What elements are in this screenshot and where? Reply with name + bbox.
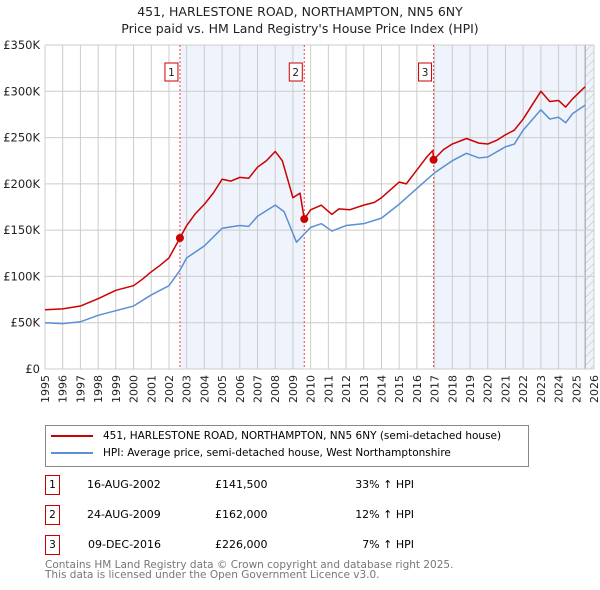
sale-row: 3 09-DEC-2016 £226,000 7% ↑ HPI (45, 535, 445, 555)
sale-number: 3 (45, 535, 60, 555)
x-tick-label: 2020 (482, 375, 495, 403)
sale-date: 09-DEC-2016 (88, 538, 162, 551)
y-tick-label: £0 (25, 362, 40, 376)
x-tick-label: 1997 (74, 375, 87, 403)
sale-row: 1 16-AUG-2002 £141,500 33% ↑ HPI (45, 475, 445, 495)
x-tick-label: 2002 (163, 375, 176, 403)
sale-date: 16-AUG-2002 (87, 478, 161, 491)
x-tick-label: 1998 (92, 375, 105, 403)
sale-number: 1 (45, 475, 60, 495)
footer: Contains HM Land Registry data © Crown c… (45, 559, 454, 581)
legend: 451, HARLESTONE ROAD, NORTHAMPTON, NN5 6… (45, 425, 529, 467)
sale-marker-box (288, 62, 303, 82)
sale-point (429, 155, 438, 164)
sale-row: 2 24-AUG-2009 £162,000 12% ↑ HPI (45, 505, 445, 525)
y-tick-label: £100K (3, 269, 40, 283)
property-price-line (44, 86, 586, 311)
sale-marker-label: 1 (168, 67, 175, 79)
chart-subtitle: Price paid vs. HM Land Registry's House … (121, 21, 479, 36)
x-tick-label: 2006 (234, 375, 247, 403)
x-tick-label: 2000 (128, 375, 141, 403)
x-tick-label: 2019 (464, 375, 477, 403)
sale-hpi: 7% ↑ HPI (362, 538, 414, 551)
x-tick-label: 2026 (588, 375, 600, 403)
x-tick-label: 1999 (110, 375, 123, 403)
ownership-shade (179, 45, 305, 369)
x-tick-label: 2018 (446, 375, 459, 403)
chart-title: 451, HARLESTONE ROAD, NORTHAMPTON, NN5 6… (137, 4, 463, 19)
footer-line: This data is licensed under the Open Gov… (45, 569, 380, 581)
sale-point (300, 215, 309, 224)
x-tick-label: 2010 (305, 375, 318, 403)
x-tick-label: 2008 (269, 375, 282, 403)
sale-hpi: 12% ↑ HPI (355, 508, 414, 521)
sale-marker-label: 3 (422, 67, 429, 79)
x-tick-label: 2024 (553, 375, 566, 403)
sale-number: 2 (45, 505, 60, 525)
x-tick-label: 1995 (39, 375, 52, 403)
y-tick-label: £300K (3, 84, 40, 98)
x-tick-label: 2009 (287, 375, 300, 403)
x-tick-label: 2012 (340, 375, 353, 403)
hpi-line (44, 104, 586, 325)
sale-date: 24-AUG-2009 (87, 508, 161, 521)
x-tick-label: 2014 (375, 375, 388, 403)
x-tick-label: 2023 (535, 375, 548, 403)
x-tick-label: 2013 (358, 375, 371, 403)
y-tick-label: £200K (3, 177, 40, 191)
x-tick-label: 2015 (393, 375, 406, 403)
y-tick-label: £50K (11, 316, 41, 330)
legend-swatch-property (51, 435, 93, 437)
plot-area: 1995 1996 1997 1998 1999 2000 2001 2002 2003 2004… (3, 38, 600, 403)
x-tick-label: 2017 (429, 375, 442, 403)
x-tick-label: 2022 (517, 375, 530, 403)
forecast-hatch (585, 45, 594, 369)
ownership-shade (433, 45, 594, 369)
sale-hpi: 33% ↑ HPI (355, 478, 414, 491)
sale-marker-box (164, 62, 179, 82)
sale-price: £226,000 (215, 538, 268, 551)
sale-marker-label: 2 (292, 67, 299, 79)
sale-price: £141,500 (215, 478, 268, 491)
x-tick-label: 2021 (499, 375, 512, 403)
x-tick-label: 2003 (181, 375, 194, 403)
x-tick-label: 2016 (411, 375, 424, 403)
legend-label-property: 451, HARLESTONE ROAD, NORTHAMPTON, NN5 6… (103, 430, 502, 442)
x-tick-label: 2025 (570, 375, 583, 403)
x-tick-label: 2007 (252, 375, 265, 403)
y-tick-label: £250K (3, 131, 40, 145)
x-tick-label: 2011 (322, 375, 335, 403)
footer-line: Contains HM Land Registry data © Crown c… (45, 559, 454, 571)
x-tick-label: 2005 (216, 375, 229, 403)
sale-point (175, 234, 184, 243)
legend-label-hpi: HPI: Average price, semi-detached house,… (103, 447, 451, 459)
sale-price: £162,000 (215, 508, 268, 521)
sale-marker-box (418, 62, 433, 82)
x-tick-label: 1996 (57, 375, 70, 403)
y-tick-label: £150K (3, 223, 40, 237)
x-tick-label: 2004 (198, 375, 211, 403)
legend-swatch-hpi (51, 452, 93, 454)
x-tick-label: 2001 (145, 375, 158, 403)
y-tick-label: £350K (3, 38, 40, 52)
